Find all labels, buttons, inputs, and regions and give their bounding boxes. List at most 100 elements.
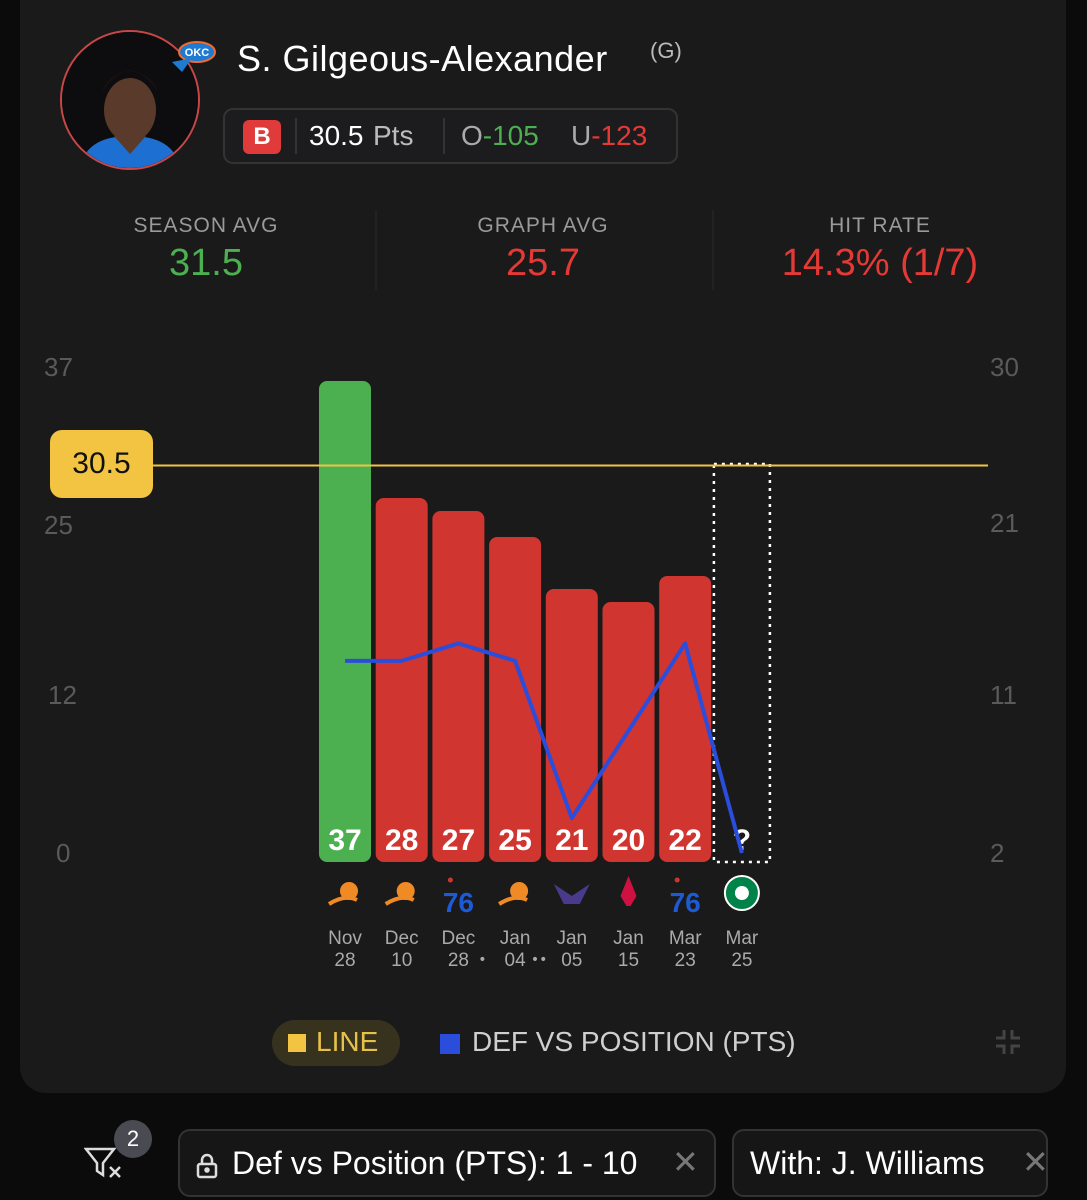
prop-line-unit: Pts xyxy=(373,120,414,151)
legend-line-label: LINE xyxy=(316,1026,379,1057)
rockets-logo-icon xyxy=(620,876,637,906)
game-date-month: Dec xyxy=(442,928,476,949)
game-date-day: 15 xyxy=(618,950,639,971)
player-avatar xyxy=(60,30,200,170)
celtics-logo-icon xyxy=(734,886,749,900)
suns-logo-icon xyxy=(396,882,415,900)
stat-graph-avg: GRAPH AVG 25.7 xyxy=(393,214,693,285)
line-value-badge: 30.5 xyxy=(50,430,153,498)
game-date-day: 04 xyxy=(505,950,527,971)
divider xyxy=(443,118,445,154)
game-date-day: 05 xyxy=(561,950,582,971)
prop-line-value: 30.5 xyxy=(309,120,364,151)
suns-logo-icon xyxy=(384,895,415,906)
bar xyxy=(319,381,371,862)
filter-chip-label: Def vs Position (PTS): 1 - 10 xyxy=(232,1145,638,1181)
game-date-month: Mar xyxy=(669,928,702,949)
under-odds[interactable]: U-123 xyxy=(571,120,647,152)
y-axis-left-tick: 25 xyxy=(44,510,73,540)
over-odds[interactable]: O-105 xyxy=(461,120,539,152)
filter-clear-icon[interactable] xyxy=(83,1145,124,1181)
collapse-icon[interactable] xyxy=(994,1028,1022,1056)
suns-logo-icon xyxy=(498,895,528,906)
prop-line-box[interactable]: B 30.5 Pts O-105 U-123 xyxy=(223,108,678,164)
close-icon[interactable]: ✕ xyxy=(1022,1144,1048,1180)
suns-logo-icon xyxy=(510,882,529,900)
bar xyxy=(375,498,428,862)
stat-label: HIT RATE xyxy=(829,214,931,237)
y-axis-left-tick: 0 xyxy=(56,838,71,868)
under-odds-value: -123 xyxy=(591,120,648,151)
game-date-month: Jan xyxy=(556,928,587,949)
bar-value-label: 28 xyxy=(385,824,418,857)
bar xyxy=(432,511,485,862)
over-odds-value: -105 xyxy=(482,120,539,151)
game-date-month: Nov xyxy=(328,928,362,949)
legend-def-label: DEF VS POSITION (PTS) xyxy=(472,1026,796,1057)
game-date-month: Dec xyxy=(385,928,419,949)
y-axis-left-tick: 37 xyxy=(44,352,73,382)
stat-value: 25.7 xyxy=(506,242,580,284)
76ers-logo-icon xyxy=(447,877,453,883)
under-label: U xyxy=(571,120,592,151)
close-icon[interactable]: ✕ xyxy=(672,1144,699,1180)
game-date-day: 28 xyxy=(448,950,469,971)
y-axis-right-tick: 2 xyxy=(990,838,1005,868)
bar-value-label: 22 xyxy=(669,824,702,857)
stat-value: 14.3% (1/7) xyxy=(781,242,979,284)
bar-value-label: 37 xyxy=(328,824,361,857)
bar-value-label: 27 xyxy=(442,824,475,857)
upcoming-game-placeholder xyxy=(712,462,772,864)
divider xyxy=(295,118,297,154)
y-axis-left-tick: 12 xyxy=(48,680,77,710)
bar xyxy=(659,576,712,862)
y-axis-right-tick: 30 xyxy=(990,352,1019,382)
game-date-day: 23 xyxy=(675,950,696,971)
bar xyxy=(489,537,542,862)
stat-season-avg: SEASON AVG 31.5 xyxy=(56,214,356,285)
game-date-month: Mar xyxy=(726,928,759,949)
def-vs-position-line xyxy=(345,641,744,854)
stat-value: 31.5 xyxy=(169,242,243,284)
game-date-month: Jan xyxy=(613,928,644,949)
position-badge: (G) xyxy=(650,38,682,63)
game-dots-indicator: •• xyxy=(531,952,548,968)
player-name: S. Gilgeous-Alexander xyxy=(237,38,608,79)
filter-chip-with-player[interactable]: With: J. Williams ✕ xyxy=(732,1129,1048,1197)
suns-logo-icon xyxy=(340,882,358,900)
filter-chip-label: With: J. Williams xyxy=(750,1145,985,1181)
filter-count-badge: 2 xyxy=(114,1120,152,1158)
over-label: O xyxy=(461,120,483,151)
divider xyxy=(712,210,714,290)
bar-value-label: 20 xyxy=(612,824,645,857)
suns-logo-icon xyxy=(327,895,358,906)
svg-text:OKC: OKC xyxy=(185,47,210,59)
stat-label: GRAPH AVG xyxy=(477,214,609,237)
game-date-day: 10 xyxy=(391,950,412,971)
divider xyxy=(375,210,377,290)
hornets-logo-icon xyxy=(553,884,590,904)
76ers-logo-icon: 76 xyxy=(443,887,474,918)
legend-def-swatch xyxy=(440,1034,460,1054)
game-date-day: 25 xyxy=(731,950,752,971)
prop-card xyxy=(20,0,1066,1093)
game-date-month: Jan xyxy=(500,928,531,949)
legend-line-swatch xyxy=(288,1034,306,1052)
y-axis-right-tick: 11 xyxy=(990,680,1017,710)
sportsbook-icon: B xyxy=(243,120,281,154)
filter-chip-def-vs-position[interactable]: Def vs Position (PTS): 1 - 10 ✕ xyxy=(178,1129,716,1197)
game-date-day: 28 xyxy=(334,950,355,971)
76ers-logo-icon: 76 xyxy=(670,887,701,918)
game-dots-indicator: • xyxy=(478,952,486,968)
bar-value-label: 21 xyxy=(555,824,588,857)
lock-icon xyxy=(196,1153,218,1179)
legend-line[interactable]: LINE xyxy=(272,1020,400,1066)
stat-hit-rate: HIT RATE 14.3% (1/7) xyxy=(730,214,1030,285)
bar xyxy=(545,589,598,862)
bar-value-label: 25 xyxy=(498,824,531,857)
76ers-logo-icon xyxy=(674,877,680,883)
y-axis-right-tick: 21 xyxy=(990,508,1019,538)
okc-thunder-logo-icon: OKC xyxy=(170,38,220,74)
stat-label: SEASON AVG xyxy=(133,214,279,237)
